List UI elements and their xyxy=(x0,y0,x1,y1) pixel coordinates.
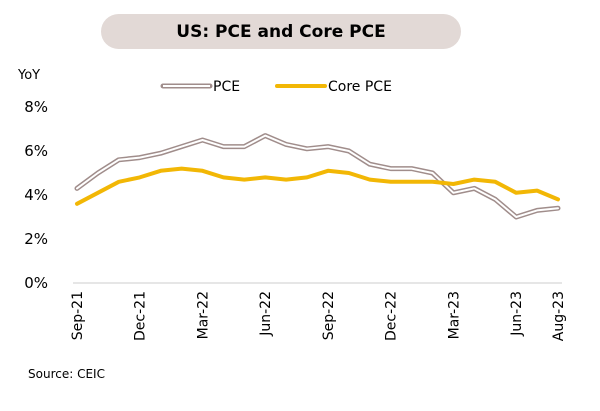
y-tick-label: 8% xyxy=(24,98,48,116)
source-note: Source: CEIC xyxy=(28,367,105,381)
x-tick-label: Sep-21 xyxy=(70,291,86,340)
legend-core-pce-label: Core PCE xyxy=(328,79,392,95)
x-tick-label: Mar-22 xyxy=(195,291,211,339)
x-tick-label: Mar-23 xyxy=(446,291,462,339)
x-tick-label: Aug-23 xyxy=(551,291,567,341)
chart-title: US: PCE and Core PCE xyxy=(101,14,461,49)
y-axis-label: YoY xyxy=(17,68,40,83)
legend-pce-label: PCE xyxy=(213,79,240,95)
pce-series-line xyxy=(76,134,559,218)
x-tick-label: Jun-23 xyxy=(509,291,525,337)
x-tick-label: Dec-22 xyxy=(384,291,400,341)
y-tick-label: 2% xyxy=(24,230,48,248)
x-tick-label: Sep-22 xyxy=(321,291,337,340)
x-tick-label: Dec-21 xyxy=(133,291,149,341)
core-pce-series-line xyxy=(75,166,560,206)
y-tick-label: 4% xyxy=(24,186,48,204)
y-tick-label: 6% xyxy=(24,142,48,160)
y-tick-label: 0% xyxy=(24,274,48,292)
x-tick-label: Jun-22 xyxy=(258,291,274,337)
